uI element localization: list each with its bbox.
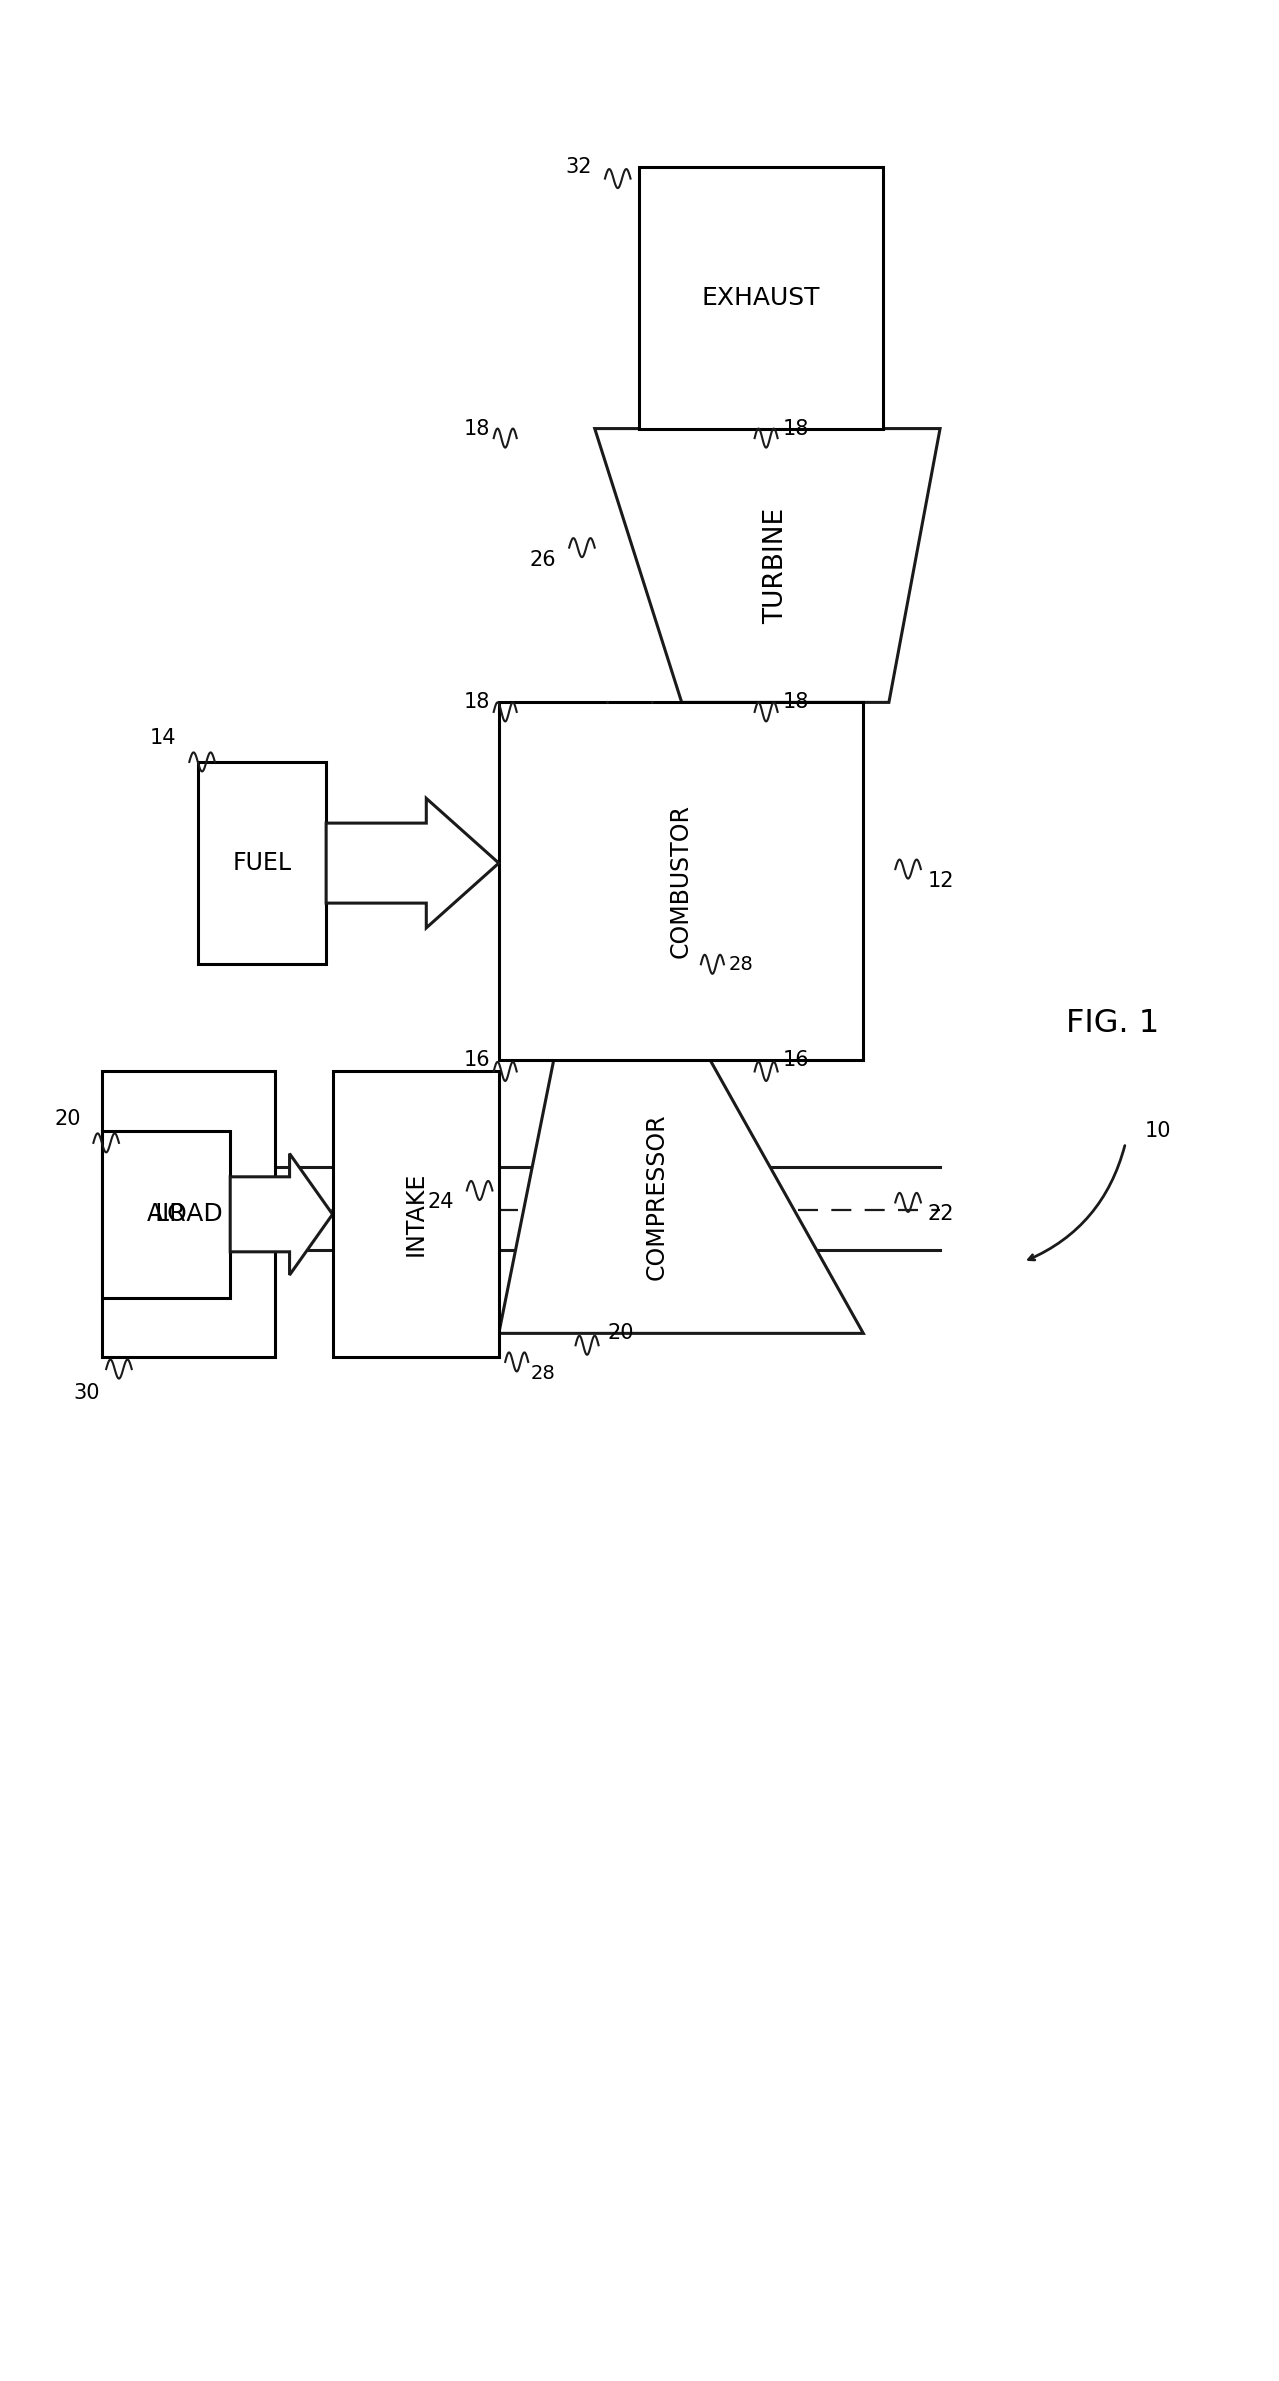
Text: 16: 16	[463, 1050, 490, 1069]
Text: 12: 12	[927, 871, 954, 890]
Text: 20: 20	[54, 1110, 81, 1129]
Text: 32: 32	[565, 157, 592, 176]
Polygon shape	[499, 1060, 863, 1333]
Text: COMBUSTOR: COMBUSTOR	[669, 805, 693, 957]
Text: LOAD: LOAD	[155, 1202, 223, 1226]
Bar	[333, 1071, 499, 1357]
Text: AIR: AIR	[146, 1202, 187, 1226]
Text: 18: 18	[463, 419, 490, 438]
Text: 30: 30	[73, 1383, 100, 1402]
Text: 22: 22	[927, 1205, 954, 1224]
Polygon shape	[230, 1155, 333, 1276]
Text: 28: 28	[729, 955, 753, 974]
Text: 18: 18	[783, 693, 810, 712]
Text: FIG. 1: FIG. 1	[1067, 1007, 1159, 1040]
Bar	[499, 702, 863, 1060]
Polygon shape	[326, 798, 499, 929]
Text: 18: 18	[783, 419, 810, 438]
Polygon shape	[595, 429, 940, 702]
Text: 18: 18	[463, 693, 490, 712]
Text: TURBINE: TURBINE	[764, 507, 789, 624]
Text: 26: 26	[530, 550, 556, 569]
Text: 20: 20	[608, 1324, 634, 1343]
Text: 16: 16	[783, 1050, 810, 1069]
Bar	[102, 1131, 230, 1298]
Bar	[102, 1071, 275, 1357]
Text: 24: 24	[427, 1193, 454, 1212]
Text: COMPRESSOR: COMPRESSOR	[645, 1114, 669, 1279]
Text: 14: 14	[150, 729, 177, 748]
Text: EXHAUST: EXHAUST	[702, 286, 820, 310]
Bar	[198, 762, 326, 964]
Text: INTAKE: INTAKE	[404, 1171, 427, 1257]
Text: FUEL: FUEL	[233, 850, 292, 876]
Bar	[640, 167, 883, 429]
Text: 10: 10	[1145, 1121, 1172, 1140]
Text: 28: 28	[531, 1364, 555, 1383]
